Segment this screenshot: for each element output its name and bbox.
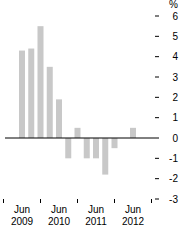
bar bbox=[93, 138, 99, 158]
bar bbox=[102, 138, 108, 175]
y-tick bbox=[155, 56, 159, 57]
y-tick-label: 1 bbox=[172, 112, 178, 123]
x-tick-label-line: Jun bbox=[125, 204, 141, 215]
zero-line bbox=[5, 138, 155, 139]
y-tick bbox=[155, 36, 159, 37]
bar bbox=[19, 51, 25, 138]
x-tick-label: Jun2010 bbox=[48, 204, 71, 227]
x-tick-label-line: Jun bbox=[14, 204, 30, 215]
y-tick-label: 6 bbox=[172, 11, 178, 22]
x-tick bbox=[77, 199, 78, 203]
x-tick bbox=[40, 199, 41, 203]
y-tick-label: 3 bbox=[172, 72, 178, 83]
bar bbox=[47, 67, 53, 138]
x-tick bbox=[114, 199, 115, 203]
bar bbox=[28, 49, 34, 138]
x-tick-label-line: 2011 bbox=[85, 216, 107, 227]
y-tick-label: -1 bbox=[169, 153, 178, 164]
bar bbox=[38, 26, 44, 138]
x-tick bbox=[151, 199, 152, 203]
x-tick-label-line: Jun bbox=[51, 204, 67, 215]
y-tick bbox=[155, 16, 159, 17]
bar bbox=[65, 138, 71, 158]
y-tick-label: -2 bbox=[169, 173, 178, 184]
x-tick bbox=[3, 199, 4, 203]
bar bbox=[112, 138, 118, 148]
y-tick bbox=[155, 178, 159, 179]
y-tick bbox=[155, 77, 159, 78]
bar bbox=[56, 99, 62, 138]
y-axis-label: % bbox=[169, 0, 178, 10]
bar bbox=[75, 128, 81, 138]
x-tick-label-line: 2010 bbox=[48, 216, 71, 227]
bar bbox=[130, 128, 136, 138]
y-tick bbox=[155, 97, 159, 98]
x-tick-label-line: 2012 bbox=[122, 216, 145, 227]
y-tick bbox=[155, 117, 159, 118]
x-tick-label: Jun2011 bbox=[85, 204, 107, 227]
y-tick-label: 2 bbox=[172, 92, 178, 103]
y-tick-label: 0 bbox=[172, 133, 178, 144]
y-tick-label: -3 bbox=[169, 194, 178, 205]
y-tick bbox=[155, 138, 159, 139]
x-tick-label-line: Jun bbox=[88, 204, 104, 215]
y-tick-label: 4 bbox=[172, 51, 178, 62]
y-tick bbox=[155, 158, 159, 159]
y-tick bbox=[155, 199, 159, 200]
y-tick-label: 5 bbox=[172, 31, 178, 42]
bars bbox=[19, 26, 136, 174]
x-tick-label: Jun2009 bbox=[11, 204, 34, 227]
bar bbox=[84, 138, 90, 158]
x-tick-label-line: 2009 bbox=[11, 216, 34, 227]
chart: -3-2-10123456%Jun2009Jun2010Jun2011Jun20… bbox=[0, 0, 181, 231]
x-tick-label: Jun2012 bbox=[122, 204, 145, 227]
